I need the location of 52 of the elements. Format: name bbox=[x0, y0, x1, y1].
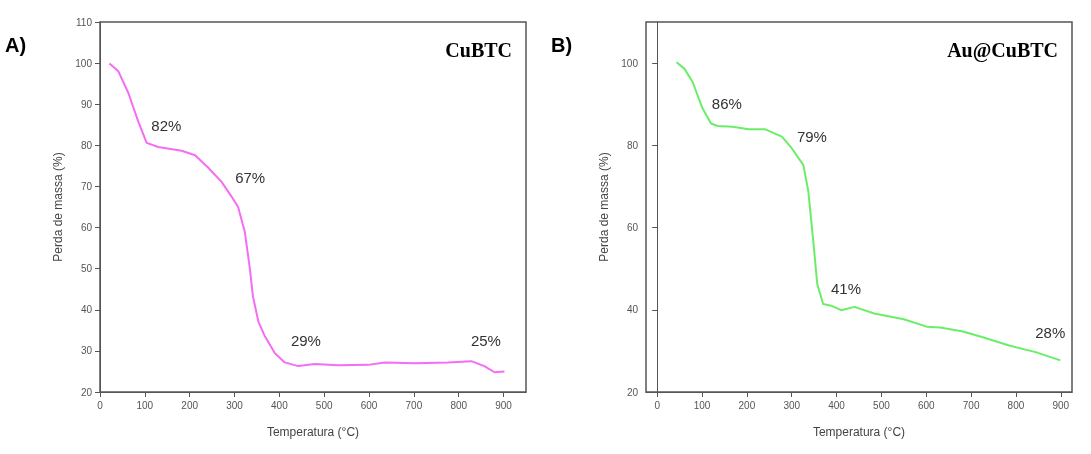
x-axis-title: Temperatura (°C) bbox=[812, 425, 905, 439]
x-tick-label: 100 bbox=[693, 399, 711, 411]
y-tick-label: 50 bbox=[80, 263, 93, 275]
text: B) bbox=[550, 34, 572, 56]
x-tick-label: 800 bbox=[450, 399, 468, 411]
y-tick-label: 20 bbox=[80, 386, 93, 398]
y-tick-label: 80 bbox=[80, 139, 93, 151]
y-tick-label: 60 bbox=[626, 222, 638, 234]
annotation: Au@CuBTC bbox=[946, 39, 1058, 62]
annotation: CuBTC bbox=[445, 39, 513, 61]
x-tick-label: 700 bbox=[962, 399, 980, 411]
annotation: 25% bbox=[470, 331, 501, 349]
x-tick-label: 800 bbox=[1007, 399, 1025, 411]
x-tick-label: 600 bbox=[917, 399, 935, 411]
x-tick-label: 700 bbox=[405, 399, 423, 411]
x-tick-label: 0 bbox=[653, 399, 660, 411]
y-tick-label: 100 bbox=[75, 57, 93, 69]
y-tick-label: 90 bbox=[80, 98, 93, 110]
x-tick-label: 200 bbox=[738, 399, 756, 411]
annotation: 29% bbox=[290, 331, 321, 349]
annotation: 67% bbox=[235, 168, 266, 186]
annotation: 82% bbox=[151, 117, 182, 135]
x-tick-label: 500 bbox=[872, 399, 890, 411]
x-tick-label: 400 bbox=[827, 399, 845, 411]
line-series bbox=[108, 62, 506, 374]
text: A) bbox=[5, 34, 27, 56]
x-tick-label: 300 bbox=[782, 399, 801, 411]
y-tick-label: 100 bbox=[620, 57, 638, 69]
y-axis-title: Perda de massa (%) bbox=[596, 152, 611, 262]
y-tick-label: 40 bbox=[626, 304, 638, 316]
x-tick-label: 500 bbox=[315, 399, 333, 411]
y-tick-label: 30 bbox=[80, 345, 93, 357]
x-tick-label: 100 bbox=[136, 399, 154, 411]
x-tick-label: 0 bbox=[97, 399, 104, 411]
annotation: 28% bbox=[1034, 324, 1065, 342]
y-tick-label: 60 bbox=[80, 222, 93, 234]
annotation: 86% bbox=[711, 94, 742, 112]
x-tick-label: 400 bbox=[271, 399, 289, 411]
y-tick-label: 110 bbox=[76, 16, 93, 28]
x-tick-label: 900 bbox=[495, 399, 513, 411]
y-tick-label: 20 bbox=[626, 386, 638, 398]
annotation: 41% bbox=[830, 279, 861, 297]
x-tick-label: 600 bbox=[360, 399, 378, 411]
y-tick-label: 70 bbox=[80, 180, 93, 192]
x-tick-label: 900 bbox=[1051, 399, 1070, 411]
y-tick-label: 40 bbox=[80, 304, 93, 316]
x-tick-label: 300 bbox=[226, 399, 244, 411]
annotation: 79% bbox=[796, 128, 827, 146]
y-axis-title: Perda de massa (%) bbox=[51, 152, 66, 262]
y-tick-label: 80 bbox=[626, 139, 638, 151]
x-axis-title: Temperatura (°C) bbox=[266, 425, 360, 439]
x-tick-label: 200 bbox=[181, 399, 199, 411]
